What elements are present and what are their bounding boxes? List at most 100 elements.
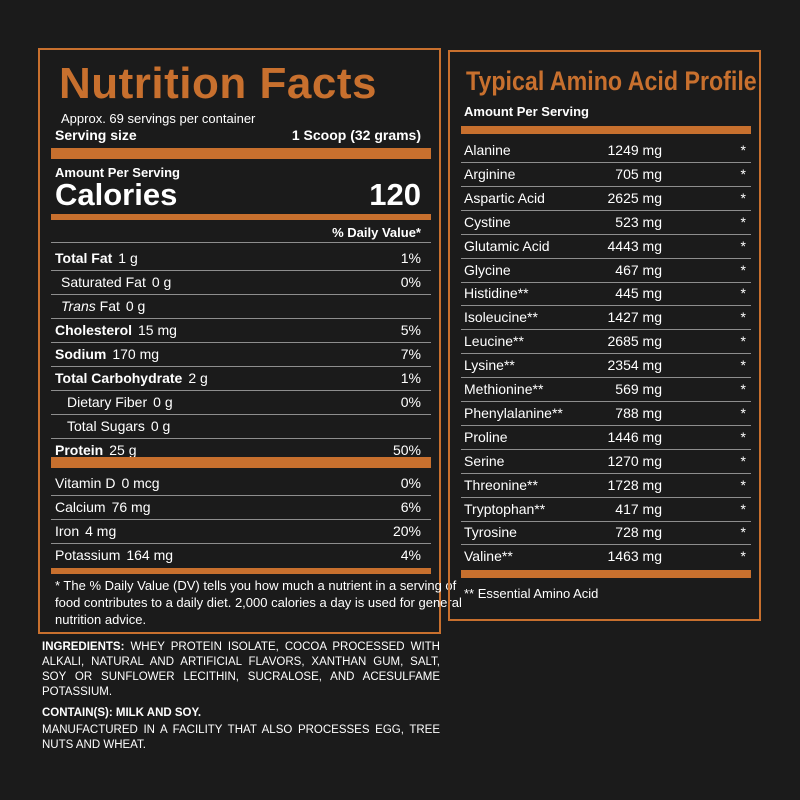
amino-acid-name: Tryptophan** [464, 500, 546, 517]
amino-acid-dv: * [740, 213, 746, 230]
nutrient-daily-value: 1% [400, 250, 421, 266]
mineral-daily-value: 0% [400, 475, 421, 491]
nutrient-name: Saturated Fat [61, 274, 146, 290]
nutrient-name: Cholesterol [55, 322, 133, 338]
mineral-amount: 4 mg [85, 523, 117, 539]
thick-divider [51, 148, 431, 159]
divider-line [461, 185, 751, 187]
mineral-name: Iron [55, 523, 80, 539]
nutrient-amount: 0 g [153, 394, 173, 410]
mineral-row: Calcium 76 mg [55, 500, 151, 514]
amino-acid-name: Leucine** [464, 333, 524, 350]
nutrient-row: Protein 25 g [55, 443, 136, 457]
amino-acid-name: Tyrosine [464, 524, 517, 541]
amino-acid-name: Histidine** [464, 285, 529, 302]
divider-line [51, 519, 431, 520]
amino-acid-name: Arginine [464, 165, 516, 182]
divider-line [51, 294, 431, 295]
nutrient-row: Saturated Fat 0 g [61, 275, 171, 289]
amino-acid-name: Serine [464, 452, 505, 469]
mineral-name: Calcium [55, 499, 106, 515]
amino-acid-dv: * [740, 428, 746, 445]
amino-acid-name: Isoleucine** [464, 309, 538, 326]
nutrient-daily-value: 7% [400, 346, 421, 362]
nutrition-facts-panel: Nutrition Facts Approx. 69 servings per … [38, 48, 462, 634]
nutrient-name: Dietary Fiber [67, 394, 148, 410]
servings-per-container: Approx. 69 servings per container [61, 111, 256, 126]
mineral-row: Iron 4 mg [55, 524, 116, 538]
nutrition-facts-title: Nutrition Facts [59, 59, 377, 108]
amino-acid-amount: 728 mg [615, 524, 662, 541]
amino-acid-title: Typical Amino Acid Profile [466, 66, 757, 96]
mineral-row: Vitamin D 0 mcg [55, 476, 160, 490]
mineral-daily-value: 4% [400, 547, 421, 563]
amino-acid-amount: 788 mg [615, 404, 662, 421]
nutrient-row: Cholesterol 15 mg [55, 323, 177, 337]
amino-acid-name: Glycine [464, 261, 511, 278]
divider-line [461, 257, 751, 259]
amino-acid-dv: * [740, 261, 746, 278]
nutrient-daily-value: 0% [400, 274, 421, 290]
divider-line [461, 281, 751, 283]
ingredients-list: WHEY PROTEIN ISOLATE, COCOA PROCESSED WI… [42, 641, 440, 698]
divider-line [51, 242, 431, 243]
mineral-name: Vitamin D [55, 475, 116, 491]
amino-acid-dv: * [740, 548, 746, 565]
amino-acid-dv: * [740, 333, 746, 350]
amino-acid-dv: * [740, 357, 746, 374]
nutrient-name: Total Sugars [67, 418, 145, 434]
divider-line [51, 390, 431, 391]
amino-acid-name: Proline [464, 428, 508, 445]
ingredients-section: INGREDIENTS: WHEY PROTEIN ISOLATE, COCOA… [42, 640, 440, 759]
divider-line [461, 377, 751, 379]
nutrient-name: Protein [55, 442, 104, 458]
calories-label: Calories [55, 177, 178, 212]
nutrient-name: Sodium [55, 346, 107, 362]
nutrient-amount: 15 mg [138, 322, 177, 338]
amino-acid-dv: * [740, 237, 746, 254]
amino-acid-amount: 523 mg [615, 213, 662, 230]
ingredients-text: INGREDIENTS: WHEY PROTEIN ISOLATE, COCOA… [42, 640, 440, 700]
amino-acid-name: Threonine** [464, 476, 538, 493]
amino-acid-amount: 445 mg [615, 285, 662, 302]
amino-acid-amount: 4443 mg [607, 237, 662, 254]
divider-line [51, 366, 431, 367]
divider-line [461, 305, 751, 307]
divider-line [51, 543, 431, 544]
thick-divider [51, 457, 431, 468]
nutrient-amount: 2 g [188, 370, 208, 386]
nutrient-daily-value: 1% [400, 370, 421, 386]
mineral-amount: 76 mg [111, 499, 151, 515]
amino-acid-amount: 417 mg [615, 500, 662, 517]
amino-acid-dv: * [740, 476, 746, 493]
divider-line [51, 318, 431, 319]
divider-line [461, 544, 751, 546]
facility-statement: MANUFACTURED IN A FACILITY THAT ALSO PRO… [42, 724, 440, 751]
amino-acid-name: Phenylalanine** [464, 404, 563, 421]
amino-acid-amount: 1270 mg [607, 452, 662, 469]
divider-line [51, 438, 431, 439]
amino-acid-name: Glutamic Acid [464, 237, 550, 254]
nutrient-daily-value: 0% [400, 394, 421, 410]
amino-acid-amount: 705 mg [615, 165, 662, 182]
amino-acid-amount: 467 mg [615, 261, 662, 278]
footnote-line: food contributes to a daily diet. 2,000 … [55, 595, 462, 610]
amino-acid-name: Lysine** [464, 357, 515, 374]
amino-acid-name: Valine** [464, 548, 513, 565]
nutrient-row: Sodium 170 mg [55, 347, 159, 361]
nutrient-name: Fat [95, 298, 120, 314]
nutrient-amount: 0 g [150, 418, 171, 434]
divider-line [51, 342, 431, 343]
amino-acid-amount: 569 mg [615, 381, 662, 397]
nutrient-row: Total Sugars 0 g [67, 419, 170, 433]
thick-divider [461, 570, 751, 578]
amino-acid-amount: 1427 mg [607, 309, 662, 326]
divider-line [461, 448, 751, 450]
nutrient-daily-value: 50% [392, 442, 421, 458]
thick-divider [461, 126, 751, 134]
amino-acid-dv: * [740, 381, 746, 397]
divider-line [461, 520, 751, 522]
mineral-row: Potassium 164 mg [55, 548, 173, 562]
divider-line [461, 329, 751, 331]
amino-acid-dv: * [740, 524, 746, 541]
